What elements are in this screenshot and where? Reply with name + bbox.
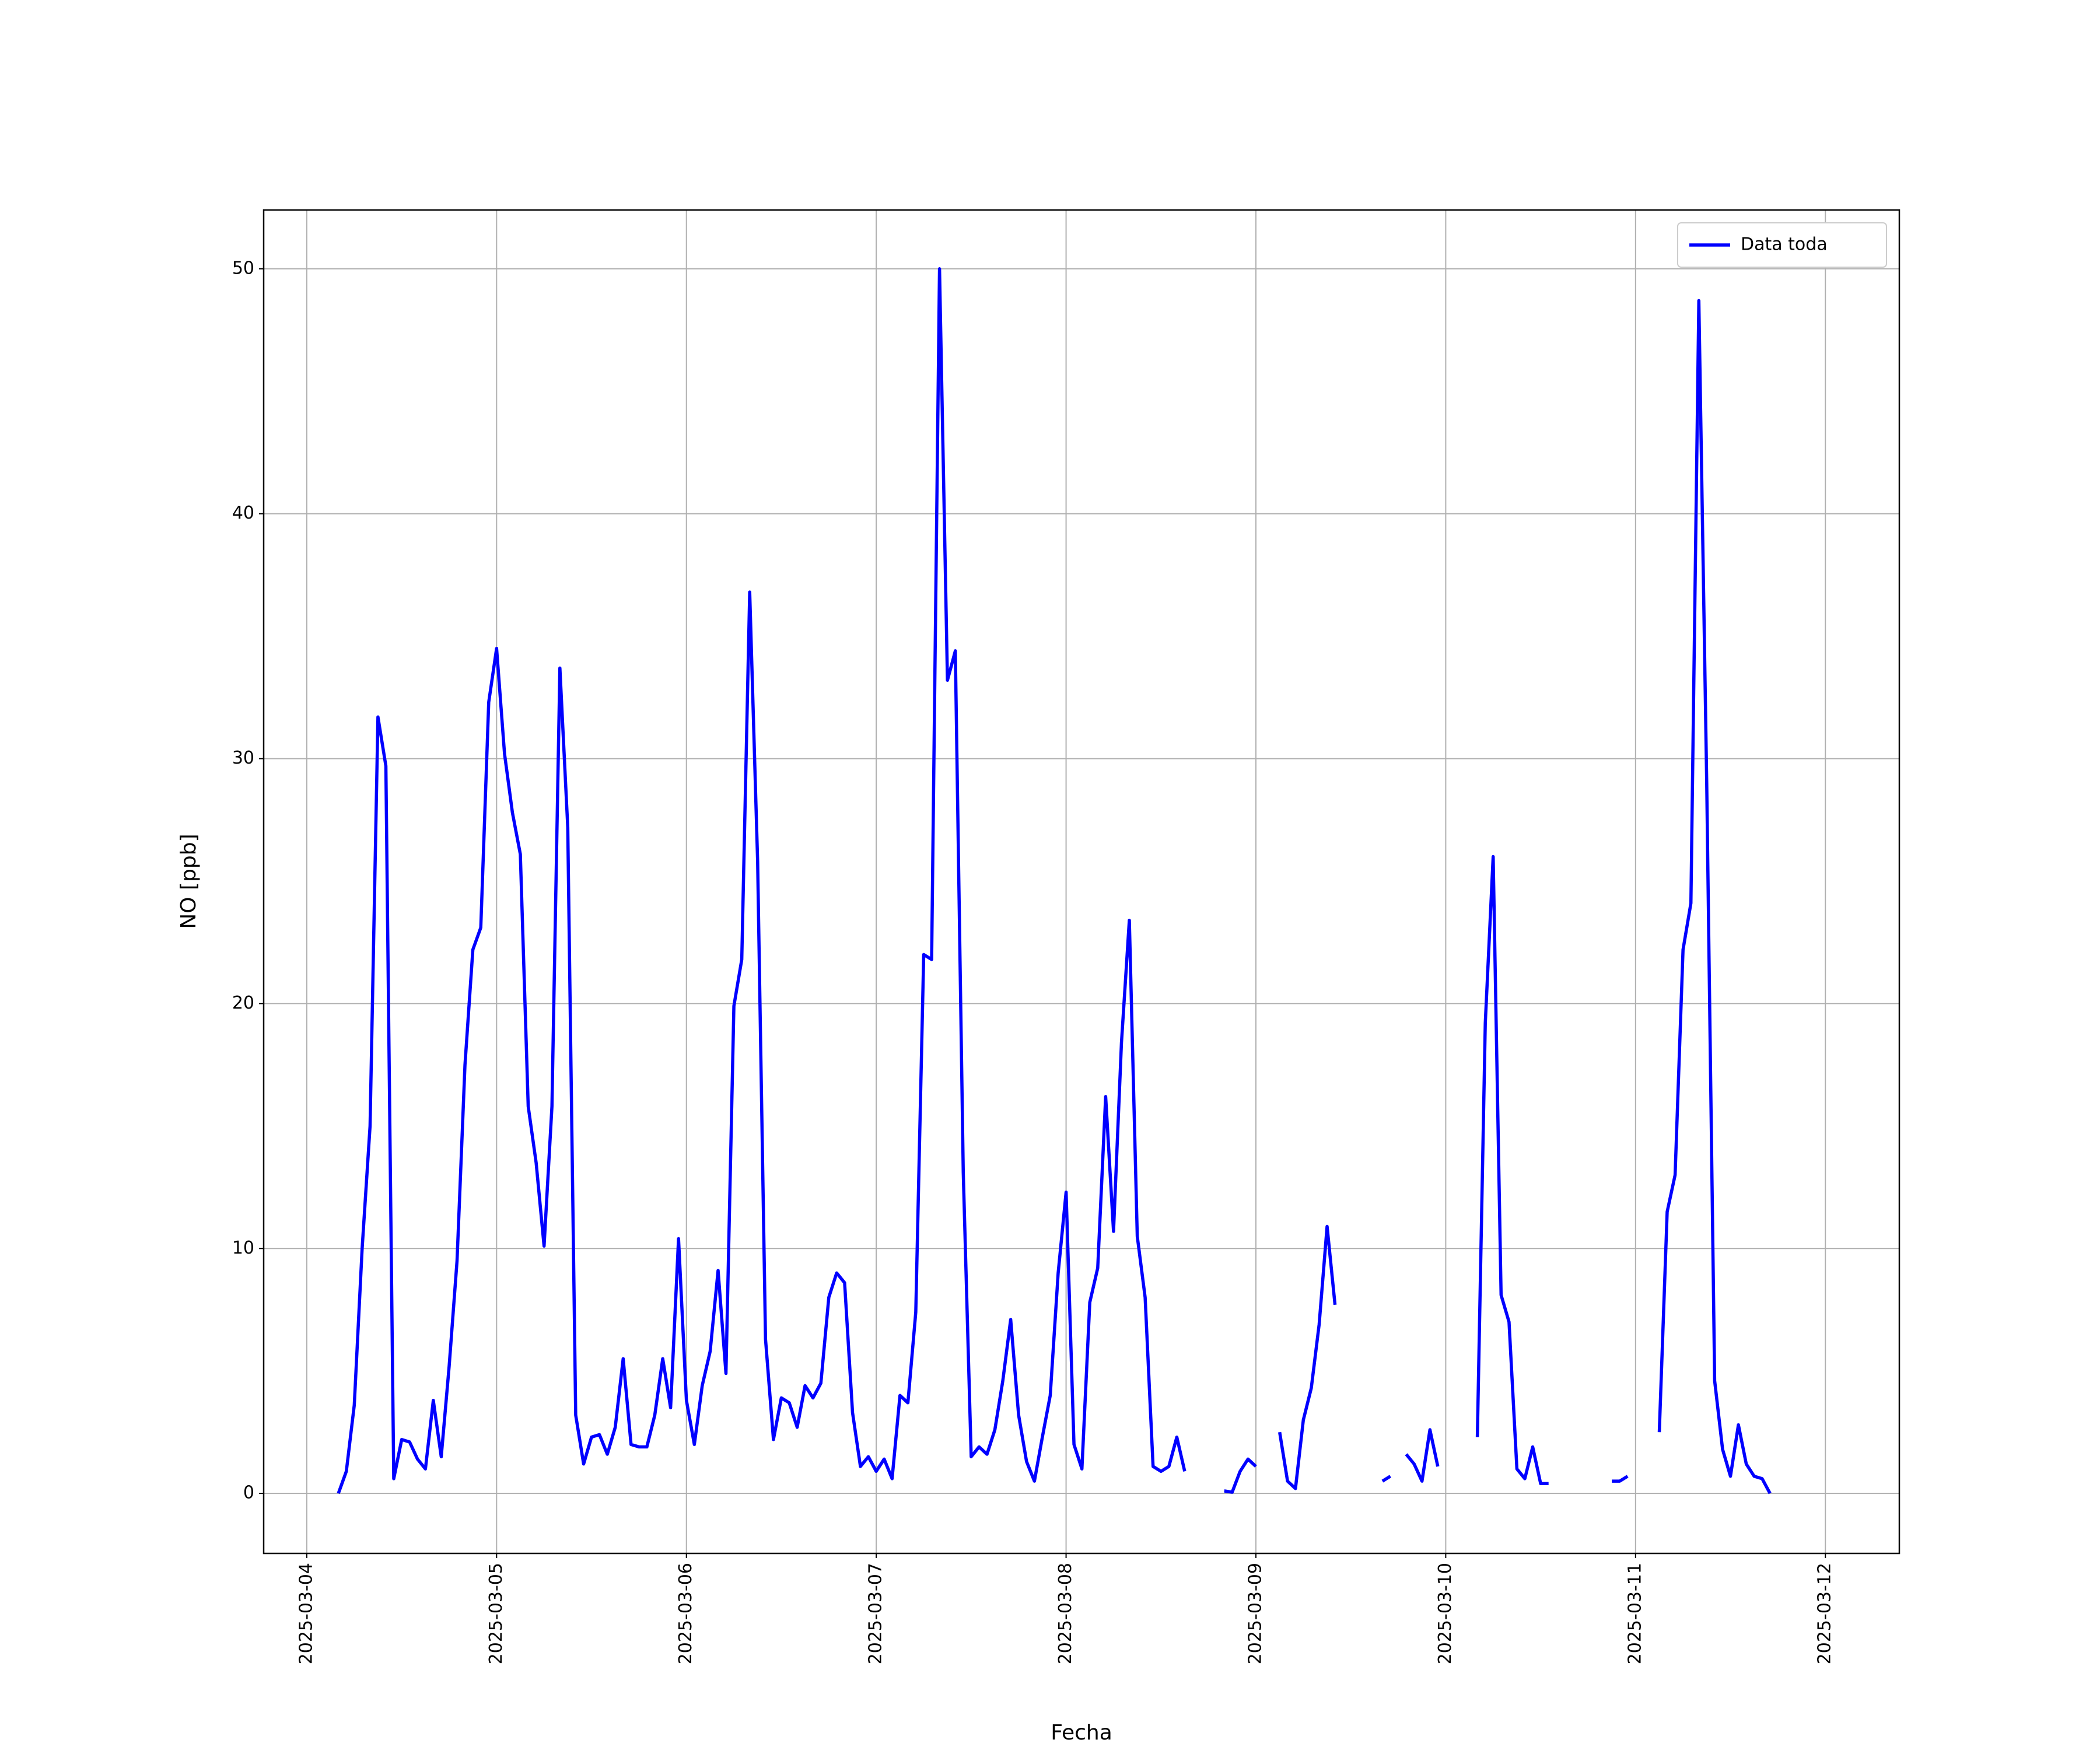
x-tick-label: 2025-03-05 xyxy=(486,1563,506,1664)
legend-label: Data toda xyxy=(1741,235,1828,255)
data-line xyxy=(337,267,1772,1494)
x-axis-label: Fecha xyxy=(1051,1721,1112,1745)
x-tick-label: 2025-03-09 xyxy=(1245,1563,1265,1664)
x-tick-label: 2025-03-10 xyxy=(1435,1563,1455,1664)
legend-box xyxy=(1677,222,1887,268)
y-tick-label: 10 xyxy=(232,1238,254,1258)
x-tick-label: 2025-03-08 xyxy=(1055,1563,1076,1664)
y-tick-label: 20 xyxy=(232,993,254,1013)
y-tick-label: 0 xyxy=(243,1483,254,1503)
legend: Data toda xyxy=(1677,222,1887,268)
y-tick-label: 30 xyxy=(232,748,254,768)
plot-frame xyxy=(262,209,1901,1555)
y-tick-label: 40 xyxy=(232,503,254,523)
x-tick-label: 2025-03-04 xyxy=(296,1563,316,1664)
x-tick-label: 2025-03-11 xyxy=(1625,1563,1645,1664)
x-tick-label: 2025-03-07 xyxy=(866,1563,886,1664)
x-tick-label: 2025-03-12 xyxy=(1815,1563,1835,1664)
x-tick-label: 2025-03-06 xyxy=(676,1563,696,1664)
y-axis-label: NO [ppb] xyxy=(177,834,201,929)
y-tick-label: 50 xyxy=(232,258,254,278)
